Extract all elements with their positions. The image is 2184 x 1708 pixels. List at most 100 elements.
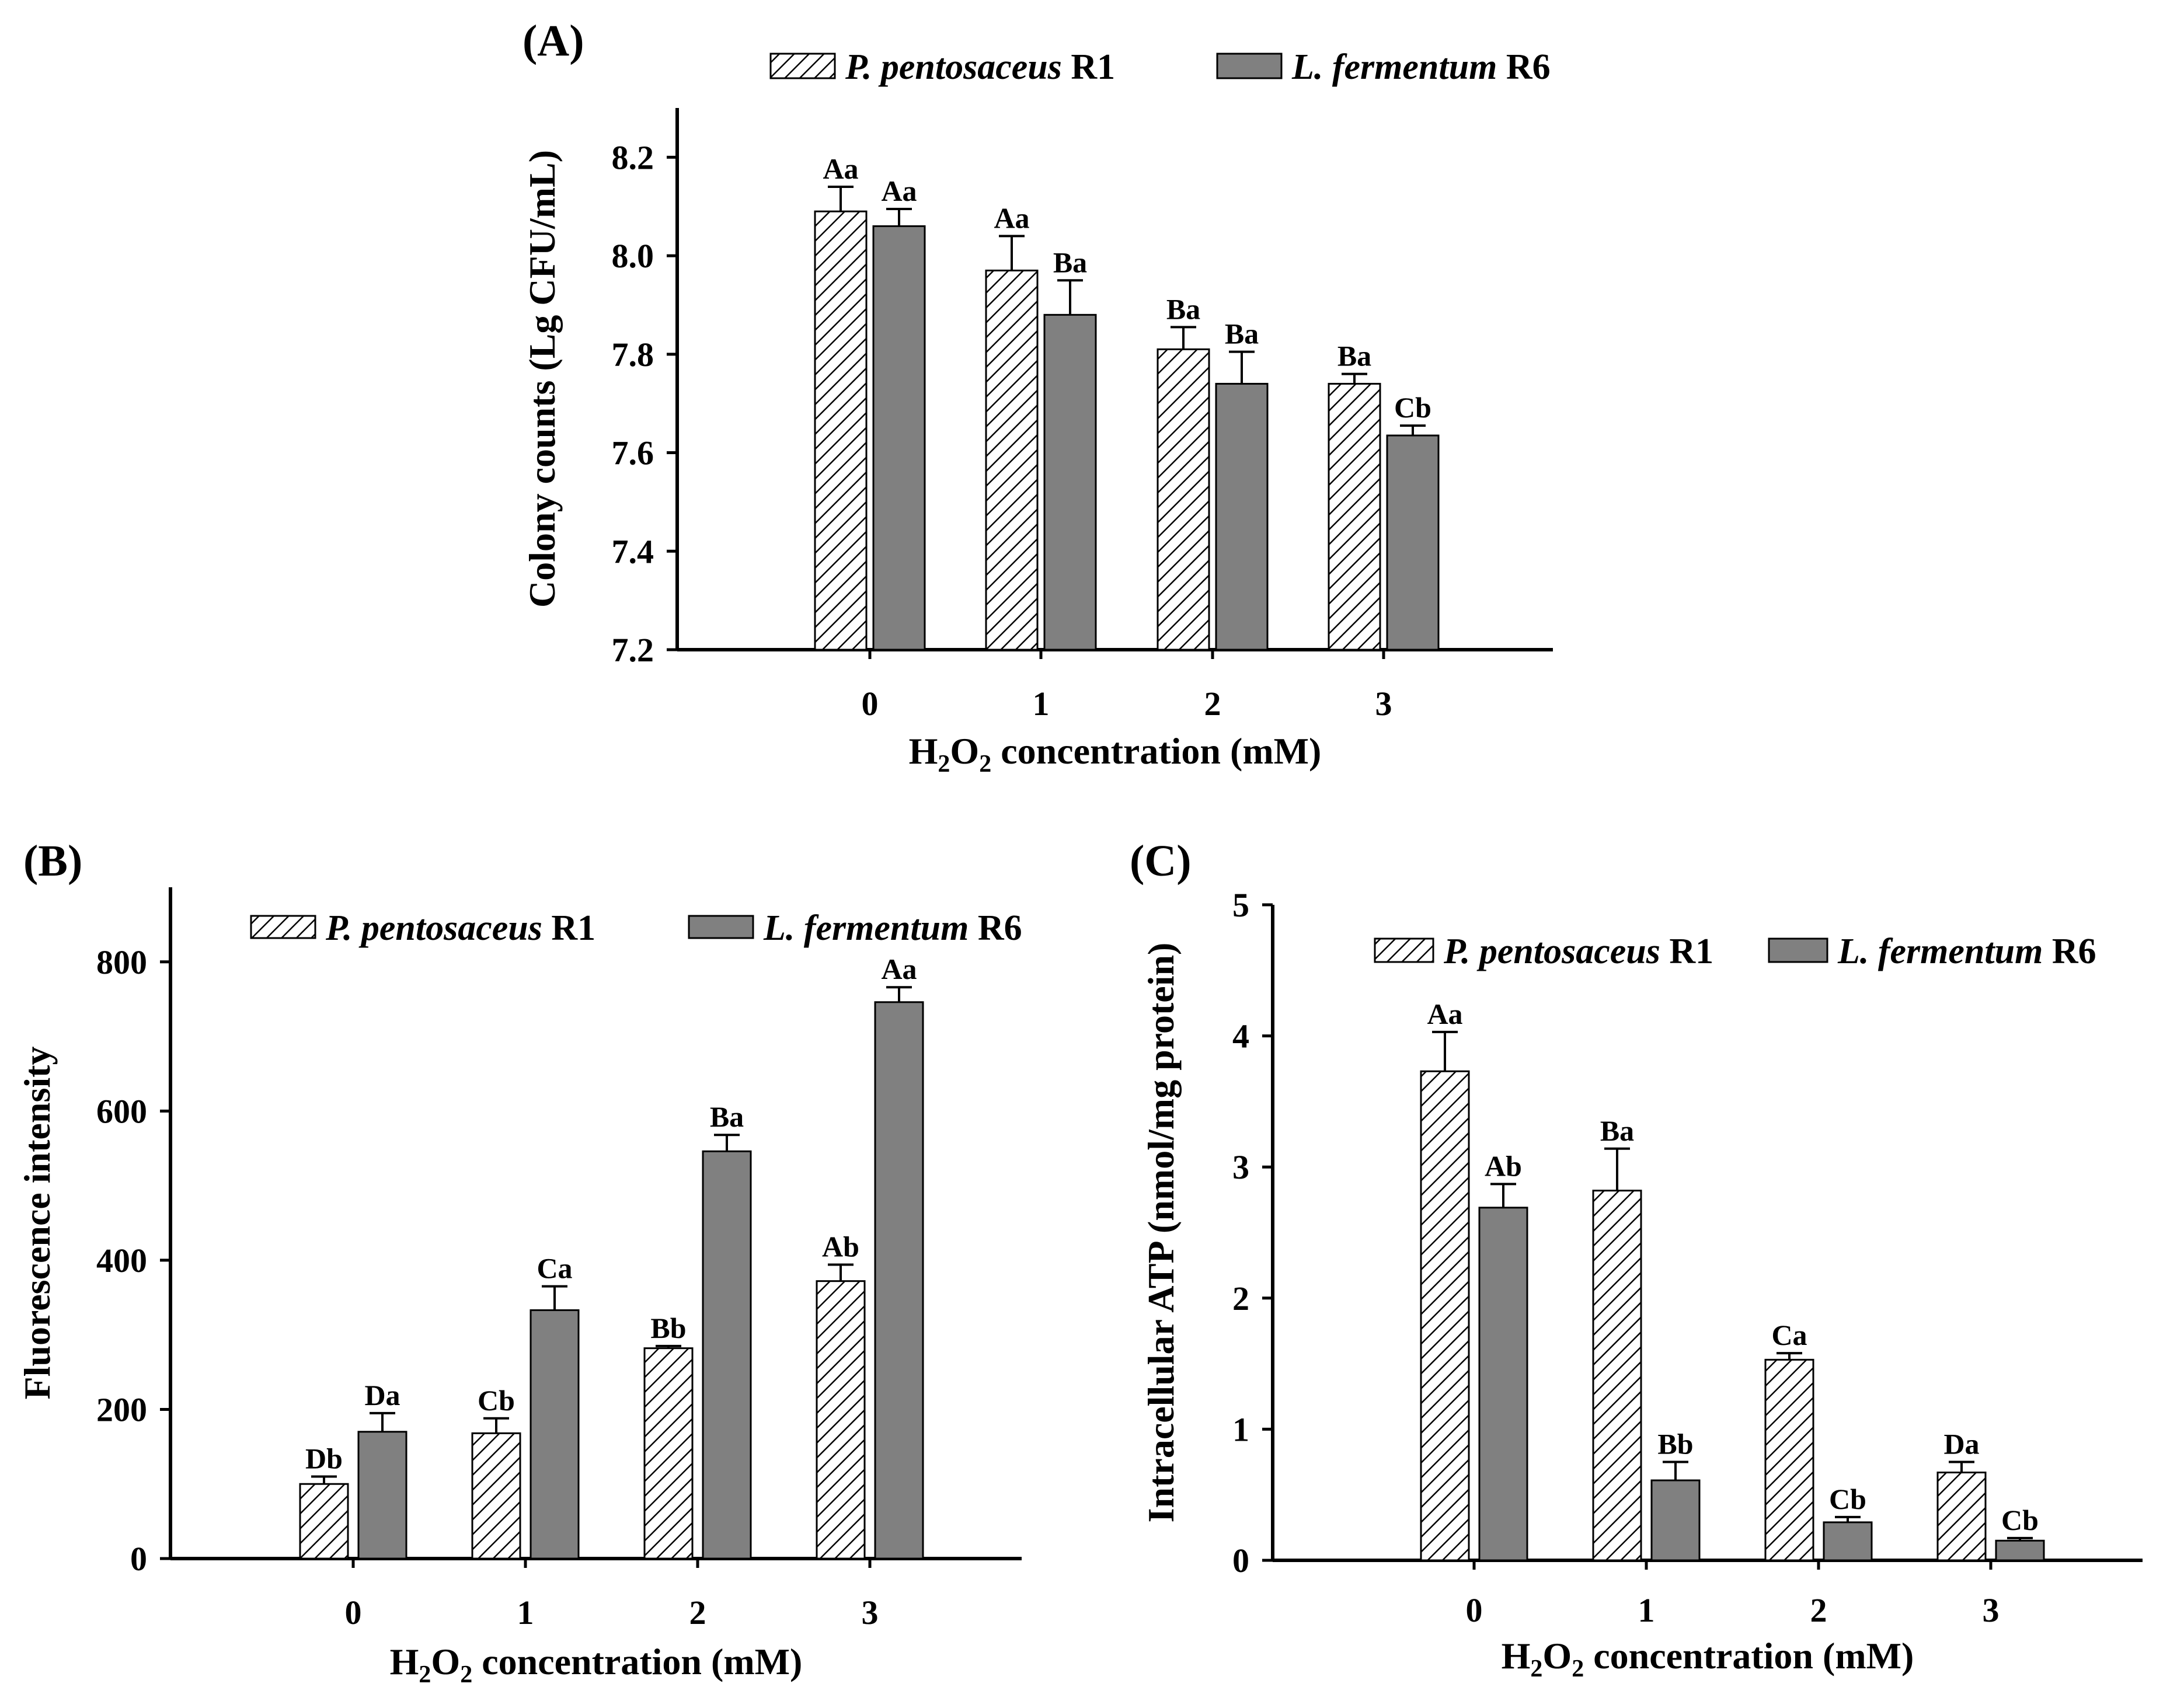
legend-strain: R1	[1062, 47, 1115, 87]
panel-label: (C)	[1130, 836, 1192, 886]
significance-label: Ca	[1771, 1319, 1807, 1351]
x-axis-label-h: H	[1502, 1635, 1531, 1676]
significance-label: Aa	[823, 152, 858, 185]
significance-label: Ba	[1337, 340, 1371, 372]
bar-series-1	[471, 1432, 521, 1560]
legend-swatch-series-1	[769, 53, 836, 79]
significance-label: Ba	[1166, 292, 1200, 325]
bar-series-2	[1650, 1479, 1701, 1561]
y-tick-label: 7.4	[612, 532, 654, 570]
bar-series-1	[985, 269, 1039, 651]
x-axis-label-sub: 2	[979, 751, 991, 778]
y-tick-label: 3	[1232, 1148, 1249, 1186]
bar-series-1	[1936, 1472, 1987, 1561]
x-tick-label: 3	[1375, 685, 1392, 723]
legend-entry-series-1: P. pentosaceus R1	[1443, 932, 1713, 971]
y-tick-label: 200	[96, 1390, 147, 1428]
legend-species: L. fermentum	[1837, 932, 2043, 971]
bar-series-1	[1764, 1358, 1814, 1561]
significance-label: Da	[1943, 1428, 1979, 1460]
chart-a: (A) 7.2 7.4 7.6 7.8 8.0 8.2 0 1 2 3 Aa Aa Ba Ba Aa Ba Ba C…	[521, 16, 1553, 778]
bar-series-2	[1386, 434, 1440, 651]
x-axis-label-h: H	[390, 1641, 419, 1682]
x-tick-label: 2	[1204, 685, 1221, 723]
legend-species: P. pentosaceus	[845, 47, 1062, 87]
x-tick-label: 3	[862, 1594, 879, 1632]
x-axis-label-sub: 2	[419, 1661, 431, 1688]
x-axis-label-sub: 2	[938, 751, 950, 778]
y-tick-label: 600	[96, 1092, 147, 1130]
bar-series-2	[702, 1150, 752, 1560]
bar-series-2	[1215, 382, 1269, 651]
significance-label: Aa	[994, 201, 1029, 234]
y-tick-label: 7.6	[612, 434, 654, 472]
y-tick-label: 7.8	[612, 336, 654, 374]
significance-label: Da	[364, 1379, 400, 1411]
legend-swatch-series-2	[1768, 937, 1828, 963]
bar-series-1	[1328, 382, 1381, 651]
y-tick-label: 2	[1232, 1280, 1249, 1317]
x-tick-label: 2	[1810, 1591, 1827, 1629]
significance-label: Bb	[650, 1312, 686, 1344]
legend-swatch-series-1	[250, 915, 316, 939]
x-tick-label: 1	[1638, 1591, 1655, 1629]
y-tick-label: 4	[1232, 1017, 1249, 1055]
x-tick-label: 0	[862, 685, 879, 723]
significance-label: Cb	[2001, 1504, 2039, 1536]
bar-series-1	[814, 210, 868, 651]
legend-swatch-series-2	[688, 915, 754, 939]
y-tick-label: 8.2	[612, 138, 654, 176]
y-tick-label: 800	[96, 943, 147, 981]
bar-series-2	[1995, 1539, 2045, 1561]
legend-strain: R1	[542, 908, 595, 948]
significance-label: Aa	[1427, 998, 1462, 1030]
x-axis-label-o: O	[1542, 1635, 1572, 1676]
x-axis-label: H2O2 concentration (mM)	[909, 730, 1322, 778]
legend-entry-series-2: L. fermentum R6	[763, 908, 1022, 948]
significance-label: Cb	[1394, 391, 1431, 424]
x-axis-label-sub: 2	[1530, 1655, 1542, 1682]
bar-series-1	[1157, 348, 1210, 651]
bar-series-1	[1420, 1070, 1470, 1561]
y-tick-label: 7.2	[612, 631, 654, 669]
x-tick-label: 0	[1466, 1591, 1483, 1629]
y-tick-label: 1	[1232, 1410, 1249, 1448]
legend-strain: R6	[969, 908, 1022, 948]
legend-strain: R6	[2043, 932, 2096, 971]
legend-swatch-series-2	[1216, 53, 1283, 79]
legend-strain: R1	[1660, 932, 1713, 971]
significance-label: Ba	[1225, 318, 1259, 350]
x-axis-label-o: O	[431, 1641, 460, 1682]
bar-series-2	[1478, 1207, 1528, 1561]
significance-label: Ca	[537, 1252, 572, 1285]
significance-label: Cb	[1829, 1483, 1866, 1515]
x-tick-label: 3	[1983, 1591, 2000, 1629]
y-axis-label: Fluorescence intensity	[16, 1047, 58, 1400]
significance-label: Db	[305, 1442, 343, 1475]
x-axis-label-rest: concentration (mM)	[991, 730, 1321, 772]
significance-label: Bb	[1657, 1428, 1693, 1460]
x-axis-label-h: H	[909, 730, 938, 772]
significance-label: Ab	[1485, 1149, 1522, 1182]
legend-species: L. fermentum	[763, 908, 969, 948]
x-tick-label: 1	[1033, 685, 1050, 723]
significance-label: Aa	[881, 953, 917, 985]
y-axis-label: Intracellular ATP (nmol/mg protein)	[1140, 943, 1182, 1523]
chart-b: (B) 0 200 400 600 800 0 1 2 3 Db Cb Bb Ab Da Ca Ba Aa P. p…	[16, 836, 1022, 1688]
x-axis-label-rest: concentration (mM)	[472, 1641, 802, 1682]
x-tick-label: 0	[345, 1594, 362, 1632]
y-tick-label: 5	[1232, 886, 1249, 924]
bar-series-1	[643, 1347, 694, 1560]
bar-series-1	[816, 1280, 866, 1560]
bar-series-2	[872, 225, 926, 651]
x-axis-label: H2O2 concentration (mM)	[1502, 1635, 1914, 1682]
x-axis-label-rest: concentration (mM)	[1584, 1635, 1914, 1676]
x-tick-label: 2	[689, 1594, 706, 1632]
legend-entry-series-2: L. fermentum R6	[1837, 932, 2096, 971]
x-axis-label-sub: 2	[460, 1661, 472, 1688]
y-tick-label: 0	[130, 1540, 147, 1578]
significance-label: Ba	[1053, 246, 1087, 278]
legend-entry-series-1: P. pentosaceus R1	[845, 47, 1115, 87]
